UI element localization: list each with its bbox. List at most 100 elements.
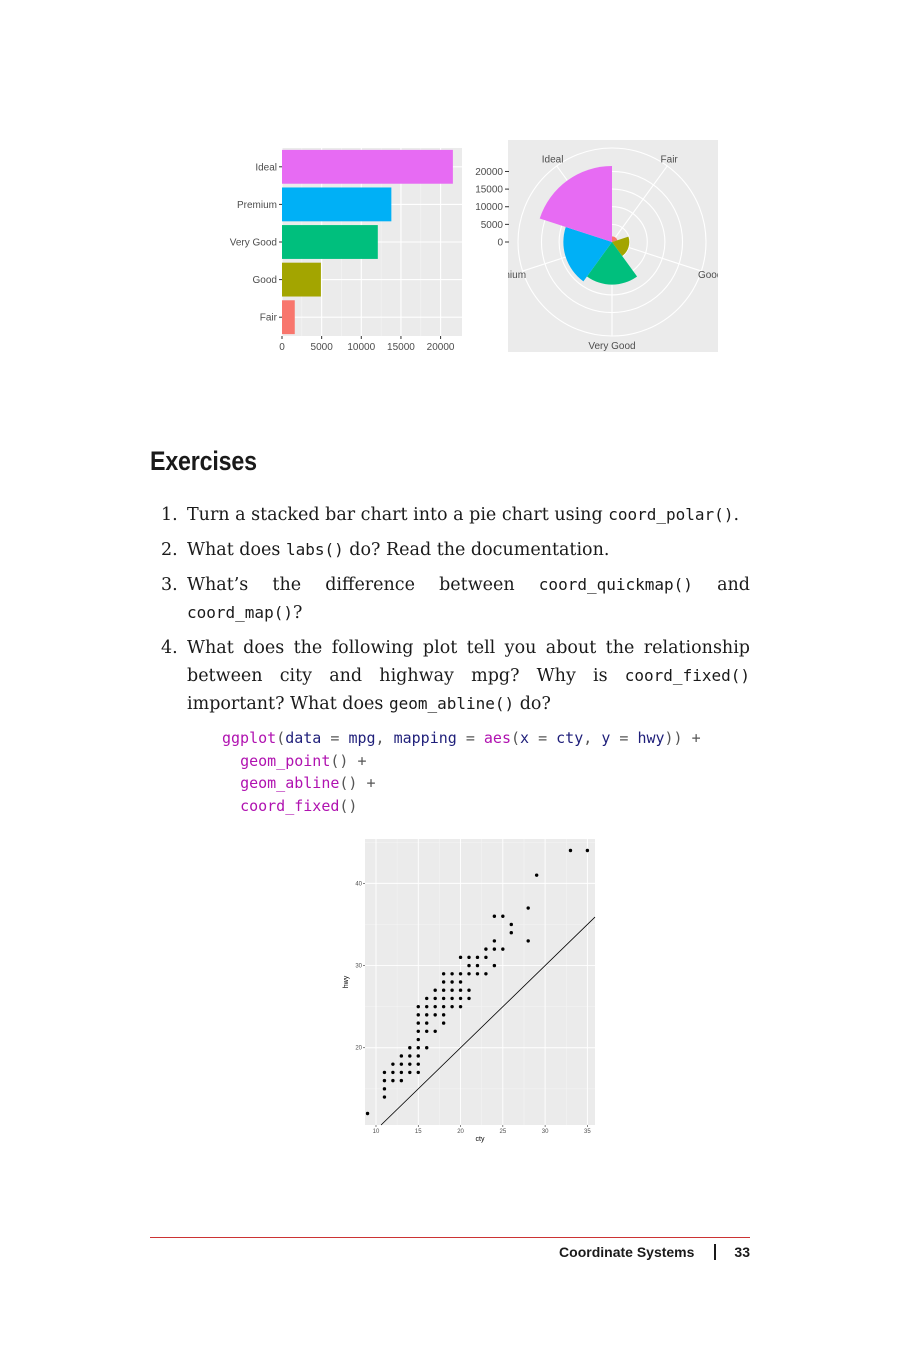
y-tick-label: Fair — [260, 313, 278, 324]
data-point — [450, 980, 454, 984]
data-point — [416, 1013, 420, 1017]
y-tick-label: 30 — [355, 964, 362, 970]
bar-chart-svg: Fair Good Very Good Premium Ideal 0 5000 10000 1… — [230, 148, 462, 353]
bar — [282, 149, 453, 184]
code-token: ggplot — [222, 729, 277, 747]
code-token: ( — [276, 729, 286, 747]
code-token: () + — [339, 774, 376, 792]
code-block: ggplot(data = mpg, mapping = aes(x = cty… — [222, 727, 701, 817]
data-point — [391, 1070, 395, 1075]
exercise-text: and — [692, 575, 750, 595]
bar — [282, 300, 295, 335]
code-token: = — [456, 729, 484, 747]
data-point — [467, 972, 471, 976]
data-point — [458, 972, 463, 976]
code-token: coord_fixed — [240, 796, 340, 815]
inline-code: coord_map() — [187, 603, 293, 622]
exercise-text: What does — [187, 540, 286, 560]
code-token: y — [601, 729, 611, 747]
angle-label: Very Good — [588, 341, 635, 352]
data-point — [391, 1062, 395, 1066]
code-token: geom_abline — [240, 774, 340, 792]
inline-code: labs() — [285, 540, 344, 559]
y-tick-label: Premium — [237, 200, 277, 211]
data-point — [509, 922, 513, 927]
exercise-number: 1. — [161, 505, 178, 525]
data-point — [458, 955, 463, 960]
x-tick-label: 35 — [584, 1129, 591, 1135]
data-point — [450, 972, 454, 976]
code-token: aes — [483, 729, 511, 747]
code-token: hwy — [637, 729, 665, 747]
code-token: mpg — [348, 729, 376, 747]
angle-label: Ideal — [542, 155, 564, 166]
abline — [380, 916, 596, 1126]
code-token: = — [321, 729, 349, 747]
wedge — [563, 226, 612, 282]
exercise-number: 4. — [161, 638, 178, 658]
y-axis-title: hwy — [343, 975, 350, 988]
exercise-item: 1. Turn a stacked bar chart into a pie ch… — [150, 501, 750, 529]
footer-rule — [150, 1237, 750, 1238]
data-point — [399, 1054, 404, 1058]
x-tick-label: 20000 — [427, 342, 455, 353]
data-point — [382, 1087, 387, 1091]
data-point — [492, 939, 497, 943]
code-token: , — [375, 729, 394, 747]
polar-radial-axis: 0 5000 10000 15000 20000 — [475, 167, 508, 249]
angle-label: Premium — [508, 270, 526, 281]
code-token: )) + — [664, 729, 701, 747]
angle-label: Good — [698, 270, 718, 281]
data-point — [441, 980, 446, 984]
r-tick-label: 0 — [497, 238, 503, 249]
data-point — [382, 1070, 387, 1075]
data-point — [391, 1078, 395, 1083]
data-point — [416, 1054, 420, 1058]
data-point — [484, 955, 488, 960]
exercise-text: . — [733, 505, 740, 525]
x-tick-label: 30 — [542, 1129, 549, 1135]
data-point — [526, 939, 530, 943]
exercise-list: 1. Turn a stacked bar chart into a pie ch… — [150, 501, 750, 725]
data-point — [585, 848, 590, 853]
data-point — [382, 1095, 387, 1099]
x-tick-label: 0 — [279, 342, 285, 353]
r-tick-label: 5000 — [481, 220, 504, 231]
data-point — [441, 996, 446, 1001]
data-point — [467, 996, 471, 1001]
data-point — [408, 1054, 412, 1058]
code-token: data — [285, 729, 322, 747]
data-point — [399, 1070, 404, 1075]
data-point — [425, 1021, 429, 1025]
r-tick-label: 20000 — [475, 167, 503, 178]
polar-chart-svg: Fair Good Very Good Premium Ideal — [486, 140, 722, 352]
data-point — [458, 996, 463, 1001]
wedge — [586, 242, 638, 285]
y-tick-label: Ideal — [255, 162, 277, 173]
data-point — [433, 1013, 437, 1017]
data-point — [433, 996, 437, 1001]
exercise-number: 3. — [161, 575, 178, 595]
data-point — [433, 1004, 437, 1009]
data-point — [416, 1046, 420, 1050]
exercise-text: do? — [514, 694, 551, 714]
exercise-item: 3. What’s the difference between coord_qu… — [150, 571, 750, 627]
page-footer: Coordinate Systems 33 — [559, 1244, 750, 1260]
data-point — [492, 963, 497, 968]
data-point — [475, 955, 480, 960]
data-point — [441, 1013, 446, 1017]
data-point — [416, 1070, 420, 1075]
data-point — [425, 996, 429, 1001]
data-point — [450, 996, 454, 1001]
inline-code: coord_polar() — [608, 505, 734, 524]
scatter-chart-svg: 10 15 20 25 30 35 20 30 40 cty hwy — [343, 839, 596, 1143]
inline-code: coord_quickmap() — [538, 575, 693, 594]
data-point — [458, 980, 463, 984]
y-tick-label: Very Good — [230, 238, 277, 249]
data-point — [416, 1004, 420, 1009]
code-token: cty — [556, 729, 584, 747]
code-token: , — [583, 729, 602, 747]
x-tick-label: 5000 — [311, 342, 334, 353]
wedge — [539, 166, 612, 242]
data-point — [450, 988, 454, 992]
